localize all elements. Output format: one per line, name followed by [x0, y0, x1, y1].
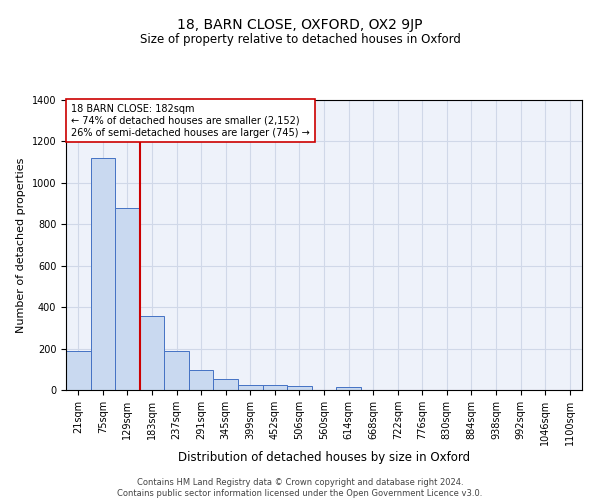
Bar [214, 378, 238, 390]
Bar [140, 316, 164, 390]
Text: 18 BARN CLOSE: 182sqm
← 74% of detached houses are smaller (2,152)
26% of semi-d: 18 BARN CLOSE: 182sqm ← 74% of detached … [71, 104, 310, 138]
Bar [66, 350, 91, 390]
Bar [164, 350, 189, 390]
Bar [287, 386, 312, 390]
Bar [115, 208, 140, 390]
Text: 18, BARN CLOSE, OXFORD, OX2 9JP: 18, BARN CLOSE, OXFORD, OX2 9JP [177, 18, 423, 32]
Y-axis label: Number of detached properties: Number of detached properties [16, 158, 26, 332]
Bar [91, 158, 115, 390]
Text: Contains HM Land Registry data © Crown copyright and database right 2024.
Contai: Contains HM Land Registry data © Crown c… [118, 478, 482, 498]
Bar [238, 385, 263, 390]
X-axis label: Distribution of detached houses by size in Oxford: Distribution of detached houses by size … [178, 450, 470, 464]
Text: Size of property relative to detached houses in Oxford: Size of property relative to detached ho… [140, 32, 460, 46]
Bar [263, 386, 287, 390]
Bar [336, 387, 361, 390]
Bar [189, 370, 214, 390]
